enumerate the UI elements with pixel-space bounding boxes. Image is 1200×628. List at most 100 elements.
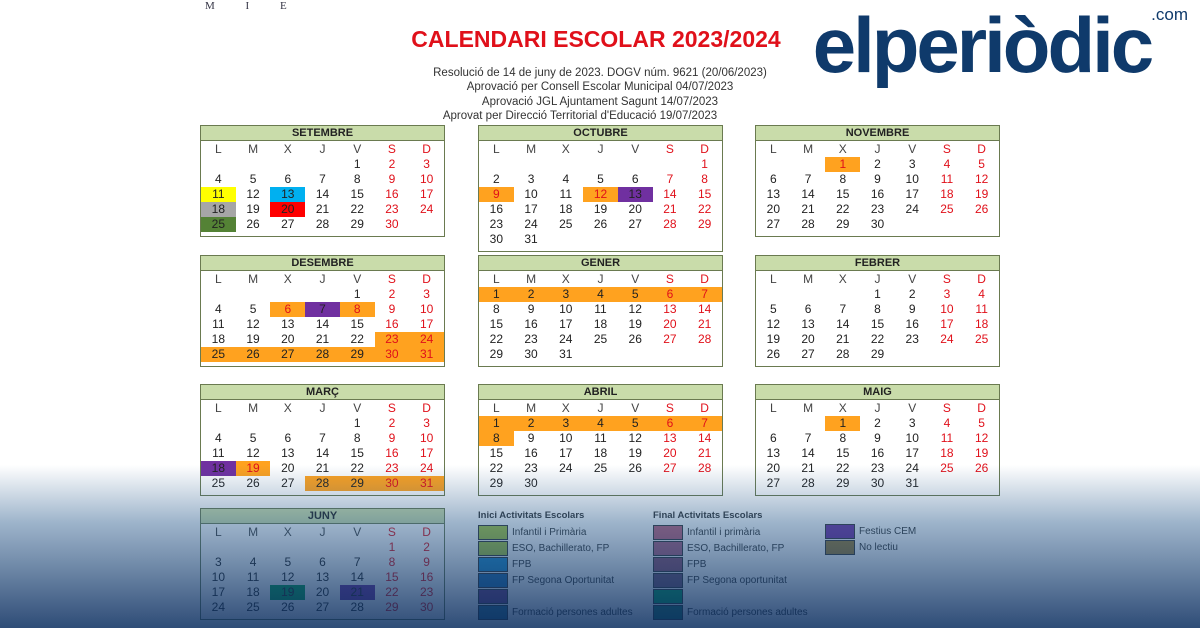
day-cell: 5 [617, 416, 653, 431]
day-cell: 17 [524, 202, 538, 216]
empty-cell [756, 287, 791, 302]
day-cell: 23 [385, 202, 399, 216]
day-cell: 16 [385, 317, 399, 331]
day-cell: 25 [593, 332, 608, 346]
day-cell: 26 [246, 476, 260, 490]
month-header: MARÇ [201, 385, 444, 400]
day-cell: 14 [315, 446, 330, 460]
weekday-letter: S [942, 401, 951, 415]
day-cell: 19 [628, 317, 642, 331]
weekday-letter: J [319, 142, 326, 156]
day-cell: 4 [978, 287, 985, 301]
weekday-letter: S [665, 401, 674, 415]
day-cell: 15 [350, 446, 364, 460]
day-cell: 15 [836, 446, 850, 460]
legend-label: FP Segona Oportunitat [512, 574, 615, 586]
day-cell: 19 [235, 461, 271, 476]
legend-item: No lectiu [825, 539, 995, 555]
brand-name: elperiòdic [812, 1, 1154, 89]
day-cell: 15 [870, 317, 885, 331]
day-cell: 30 [385, 217, 399, 231]
day-cell: 2 [874, 416, 881, 430]
legend-label: Infantil i primària [687, 526, 761, 538]
legend-label: Formació persones adultes [512, 606, 633, 618]
legend-inici-title: Inici Activitats Escolars [478, 510, 585, 521]
day-cell: 24 [905, 202, 919, 216]
empty-cell [201, 287, 236, 302]
day-cell: 25 [974, 332, 989, 346]
empty-cell [791, 287, 826, 302]
weekday-letter: L [770, 142, 777, 156]
day-cell: 9 [479, 187, 514, 202]
month-header: NOVEMBRE [756, 126, 999, 141]
day-cell: 31 [559, 347, 573, 361]
weekday-letter: L [493, 401, 500, 415]
day-cell: 2 [908, 287, 916, 301]
day-cell: 8 [493, 302, 500, 316]
month-grid: L M X J V S D 1 2 3 4 5 6 7 8 9 10 11 12 13 14 15 16 17 18 19 20 21… [756, 271, 999, 366]
legend-label: FPB [512, 558, 532, 570]
weekday-letter: D [700, 142, 709, 156]
day-cell: 30 [374, 347, 410, 362]
day-cell: 3 [423, 157, 430, 171]
legend-label: FP Segona oportunitat [687, 574, 787, 586]
day-cell: 12 [246, 446, 260, 460]
day-cell: 14 [350, 570, 364, 584]
legend-item: FP Segona oportunitat [653, 572, 823, 588]
legend-swatch [478, 572, 508, 588]
month-desembre: DESEMBRE L M X J V S D 1 2 3 4 5 6 7 8 9 10 11 12 13 14 15 16 17… [200, 255, 445, 367]
weekday-letter: X [283, 401, 292, 415]
day-cell: 30 [374, 476, 410, 491]
weekday-letter: J [874, 272, 881, 286]
day-cell: 23 [905, 332, 919, 346]
day-cell: 16 [489, 202, 504, 216]
day-cell: 14 [697, 302, 712, 316]
day-cell: 21 [801, 202, 815, 216]
day-cell: 2 [493, 172, 500, 186]
day-cell: 17 [419, 446, 434, 460]
weekday-letter: X [283, 142, 292, 156]
day-cell: 18 [940, 446, 954, 460]
day-cell: 18 [559, 202, 573, 216]
day-cell: 29 [697, 217, 712, 231]
empty-cell [305, 540, 340, 555]
day-cell: 3 [548, 416, 584, 431]
weekday-letter: L [770, 272, 777, 286]
day-cell: 26 [246, 217, 260, 231]
day-cell: 8 [874, 302, 881, 316]
legend-swatch [653, 524, 683, 540]
day-cell: 27 [270, 347, 306, 362]
weekday-letter: S [665, 142, 674, 156]
weekday-letter: V [353, 272, 362, 286]
weekday-letter: X [283, 272, 292, 286]
day-cell: 14 [663, 187, 677, 201]
weekday-letter: L [215, 272, 222, 286]
day-cell: 26 [593, 217, 608, 231]
day-cell: 23 [524, 332, 538, 346]
day-cell: 22 [350, 461, 364, 475]
day-cell: 20 [281, 461, 295, 475]
weekday-letter: V [631, 401, 640, 415]
day-cell: 26 [235, 347, 271, 362]
day-cell: 1 [353, 416, 361, 430]
empty-cell [791, 157, 826, 172]
day-cell: 9 [388, 172, 396, 186]
month-grid: L M X J V S D 1 2 3 4 5 6 7 8 9 10 11 12 13 14 15 16 17 18 19 20 21… [479, 400, 722, 495]
legend-item: FPB [478, 556, 648, 572]
day-cell: 4 [215, 172, 222, 186]
legend-swatch [825, 523, 855, 539]
weekday-letter: J [319, 525, 326, 539]
day-cell: 22 [350, 332, 364, 346]
month-header: GENER [479, 256, 722, 271]
day-cell: 10 [211, 570, 226, 584]
month-header: SETEMBRE [201, 126, 444, 141]
weekday-letter: V [353, 142, 362, 156]
weekday-letter: X [561, 401, 570, 415]
day-cell: 15 [836, 187, 850, 201]
legend-final: Final Activitats Escolars Infantil i pri… [653, 510, 823, 620]
day-cell: 24 [524, 217, 538, 231]
empty-cell [583, 157, 618, 172]
weekday-letter: X [283, 525, 292, 539]
day-cell: 24 [419, 461, 434, 475]
day-cell: 21 [315, 332, 330, 346]
